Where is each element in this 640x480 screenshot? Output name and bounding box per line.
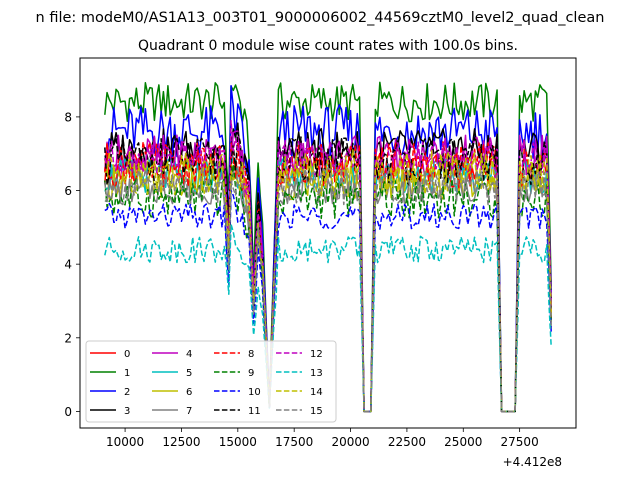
- series-line-15: [104, 165, 552, 413]
- x-tick-label: 10000: [106, 435, 144, 449]
- series-line-14: [104, 149, 552, 413]
- legend-label-8: 8: [248, 349, 254, 360]
- legend-label-5: 5: [186, 368, 192, 379]
- legend-label-9: 9: [248, 368, 254, 379]
- x-tick-label: 17500: [275, 435, 313, 449]
- legend-label-2: 2: [124, 387, 130, 398]
- series-line-11: [104, 131, 552, 413]
- x-tick-label: 22500: [388, 435, 426, 449]
- legend-label-0: 0: [124, 349, 130, 360]
- axes-layer: 10000 12500 15000 17500 20000 22500 25000 27500…: [64, 110, 538, 449]
- y-tick-label: 0: [64, 405, 72, 419]
- plot-frame: [79, 57, 577, 429]
- x-tick-label: 25000: [444, 435, 482, 449]
- y-tick-label: 6: [64, 184, 72, 198]
- series-line-9: [104, 163, 552, 413]
- y-tick-label: 2: [64, 331, 72, 345]
- legend-label-7: 7: [186, 406, 192, 417]
- series-line-13: [104, 223, 552, 413]
- series-line-7: [104, 169, 552, 413]
- legend-label-1: 1: [124, 368, 130, 379]
- legend-label-10: 10: [248, 387, 261, 398]
- x-tick-label: 12500: [162, 435, 200, 449]
- series-line-2: [104, 84, 552, 413]
- legend-label-15: 15: [310, 406, 323, 417]
- legend-label-12: 12: [310, 349, 323, 360]
- legend-label-6: 6: [186, 387, 192, 398]
- series-layer: [104, 81, 552, 413]
- x-offset-label: +4.412e8: [503, 455, 562, 469]
- y-tick-label: 4: [64, 258, 72, 272]
- x-tick-label: 27500: [501, 435, 539, 449]
- y-tick-label: 8: [64, 110, 72, 124]
- legend-label-11: 11: [248, 406, 261, 417]
- x-tick-label: 20000: [331, 435, 369, 449]
- legend-label-14: 14: [310, 387, 323, 398]
- legend-label-13: 13: [310, 368, 323, 379]
- x-tick-label: 15000: [219, 435, 257, 449]
- series-line-10: [104, 189, 552, 413]
- figure-suptitle: n file: modeM0/AS1A13_003T01_9000006002_…: [36, 10, 605, 26]
- legend-box: [85, 340, 337, 423]
- legend-label-4: 4: [186, 349, 192, 360]
- chart-title: Quadrant 0 module wise count rates with …: [138, 38, 518, 54]
- legend-label-3: 3: [124, 406, 130, 417]
